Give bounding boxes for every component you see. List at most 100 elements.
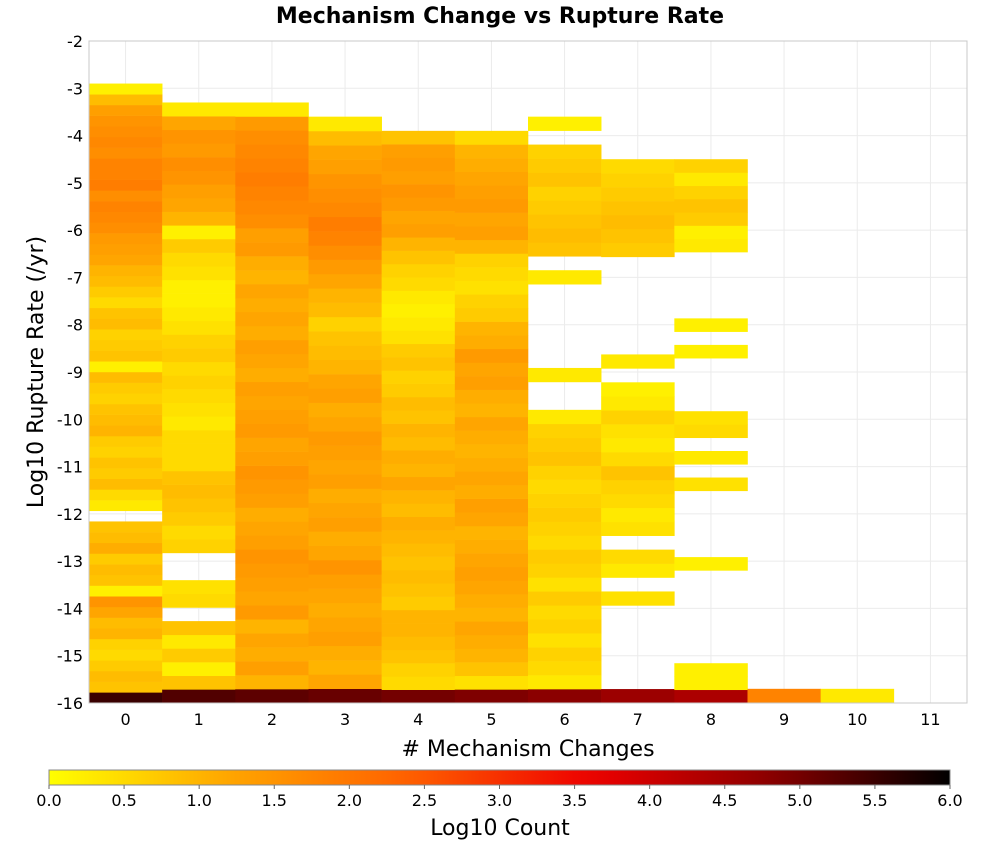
y-tick-label-5: -7 bbox=[67, 268, 83, 287]
heatmap-cell-2-0 bbox=[235, 689, 309, 704]
colorbar-tick-label-8: 4.0 bbox=[637, 791, 662, 810]
heatmap-cell-4-11 bbox=[381, 543, 456, 557]
heatmap-cell-5-26 bbox=[454, 335, 529, 350]
heatmap-cell-6-15 bbox=[528, 479, 602, 494]
heatmap-cell-3-2 bbox=[308, 660, 382, 675]
heatmap-cell-6-14 bbox=[528, 493, 602, 508]
y-axis-label: Log10 Rupture Rate (/yr) bbox=[24, 236, 49, 508]
colorbar-tick-label-7: 3.5 bbox=[562, 791, 587, 810]
heatmap-cell-6-10 bbox=[528, 549, 602, 564]
heatmap-cell-5-31 bbox=[454, 267, 529, 281]
heatmap-cell-3-10 bbox=[308, 545, 382, 561]
heatmap-cell-4-27 bbox=[381, 330, 456, 345]
heatmap-cell-4-31 bbox=[381, 277, 456, 291]
heatmap-cell-2-32 bbox=[235, 242, 309, 257]
heatmap-cell-1-40 bbox=[162, 143, 236, 158]
heatmap-cell-6-36 bbox=[528, 186, 602, 201]
colorbar-tick-label-4: 2.0 bbox=[337, 791, 362, 810]
heatmap-cell-3-17 bbox=[308, 445, 382, 461]
heatmap-cell-4-38 bbox=[381, 184, 456, 198]
heatmap-cell-5-34 bbox=[454, 226, 529, 241]
heatmap-cell-2-29 bbox=[235, 284, 309, 299]
heatmap-cell-5-10 bbox=[454, 553, 529, 568]
heatmap-cell-6-39 bbox=[528, 144, 602, 159]
heatmap-cell-2-4 bbox=[235, 633, 309, 648]
x-tick-label-6: 6 bbox=[559, 710, 569, 729]
heatmap-cell-3-19 bbox=[308, 416, 382, 432]
heatmap-cell-4-30 bbox=[381, 290, 456, 305]
heatmap-cell-8-37 bbox=[674, 199, 748, 213]
heatmap-cell-3-5 bbox=[308, 617, 382, 632]
heatmap-cell-1-31 bbox=[162, 266, 236, 281]
heatmap-cell-6-17 bbox=[528, 451, 602, 466]
heatmap-cell-0-26 bbox=[89, 414, 163, 426]
heatmap-cell-1-32 bbox=[162, 252, 236, 267]
heatmap-cell-0-34 bbox=[89, 329, 163, 341]
heatmap-cell-5-1 bbox=[454, 675, 529, 690]
heatmap-cell-2-2 bbox=[235, 661, 309, 676]
heatmap-cell-1-18 bbox=[162, 443, 236, 458]
heatmap-cell-6-16 bbox=[528, 465, 602, 480]
heatmap-cell-8-38 bbox=[674, 185, 748, 200]
heatmap-cell-4-20 bbox=[381, 423, 456, 438]
heatmap-cell-4-22 bbox=[381, 396, 456, 411]
heatmap-cell-6-11 bbox=[528, 535, 602, 550]
heatmap-cell-0-20 bbox=[89, 478, 163, 490]
heatmap-cell-0-24 bbox=[89, 435, 163, 447]
heatmap-cell-5-17 bbox=[454, 457, 529, 472]
heatmap-cell-2-9 bbox=[235, 563, 309, 578]
heatmap-cell-5-0 bbox=[454, 689, 529, 704]
heatmap-cell-4-21 bbox=[381, 410, 456, 424]
heatmap-cell-1-1 bbox=[162, 675, 236, 690]
x-axis-label: # Mechanism Changes bbox=[401, 737, 654, 762]
heatmap-cell-4-37 bbox=[381, 197, 456, 211]
heatmap-cell-4-33 bbox=[381, 250, 456, 265]
heatmap-cell-0-18 bbox=[89, 500, 163, 512]
heatmap-cell-4-7 bbox=[381, 596, 456, 611]
heatmap-cell-8-2 bbox=[674, 663, 748, 677]
heatmap-cell-6-30 bbox=[528, 270, 602, 285]
heatmap-cell-3-16 bbox=[308, 459, 382, 475]
heatmap-cell-0-11 bbox=[89, 574, 163, 586]
heatmap-cell-0-49 bbox=[89, 168, 163, 180]
heatmap-cell-5-38 bbox=[454, 171, 529, 186]
heatmap-cell-5-32 bbox=[454, 253, 529, 268]
heatmap-cell-6-37 bbox=[528, 172, 602, 187]
colorbar-tick-label-6: 3.0 bbox=[487, 791, 512, 810]
y-tick-label-14: -16 bbox=[57, 694, 83, 713]
heatmap-cell-0-30 bbox=[89, 371, 163, 383]
heatmap-cell-1-4 bbox=[162, 634, 236, 649]
heatmap-cell-3-25 bbox=[308, 331, 382, 346]
heatmap-cell-1-27 bbox=[162, 320, 236, 335]
heatmap-cell-8-16 bbox=[674, 477, 748, 492]
heatmap-cell-5-7 bbox=[454, 594, 529, 608]
heatmap-cell-4-42 bbox=[381, 130, 456, 145]
heatmap-cell-3-18 bbox=[308, 431, 382, 446]
plot-frame bbox=[88, 40, 968, 704]
heatmap-cell-2-36 bbox=[235, 186, 309, 201]
heatmap-cell-3-35 bbox=[308, 188, 382, 203]
heatmap-cell-7-34 bbox=[601, 214, 675, 230]
heatmap-cell-6-35 bbox=[528, 200, 602, 215]
heatmap-cell-1-2 bbox=[162, 662, 236, 677]
y-tick-label-8: -10 bbox=[57, 410, 83, 429]
heatmap-cell-8-10 bbox=[674, 557, 748, 571]
heatmap-cell-0-55 bbox=[89, 104, 163, 116]
heatmap-cell-3-20 bbox=[308, 402, 382, 418]
heatmap-cell-2-41 bbox=[235, 116, 309, 131]
heatmap-cell-0-21 bbox=[89, 468, 163, 480]
heatmap-cell-6-13 bbox=[528, 507, 602, 522]
heatmap-cell-0-39 bbox=[89, 275, 163, 287]
heatmap-cell-6-19 bbox=[528, 423, 602, 439]
heatmap-cell-0-35 bbox=[89, 318, 163, 330]
heatmap-cell-4-28 bbox=[381, 317, 456, 331]
heatmap-cell-7-9 bbox=[601, 563, 675, 578]
heatmap-cell-0-22 bbox=[89, 457, 163, 469]
heatmap-cell-1-24 bbox=[162, 361, 236, 376]
heatmap-cell-3-26 bbox=[308, 316, 382, 332]
heatmap-cell-0-0 bbox=[89, 692, 163, 704]
heatmap-cell-3-24 bbox=[308, 345, 382, 361]
heatmap-cell-4-2 bbox=[381, 663, 456, 677]
colorbar bbox=[48, 769, 951, 786]
heatmap-cell-2-16 bbox=[235, 465, 309, 480]
